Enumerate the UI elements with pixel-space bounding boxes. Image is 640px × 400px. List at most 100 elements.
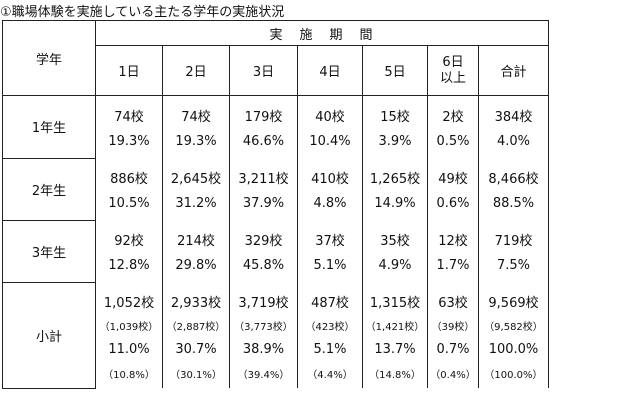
cell: 329校 <box>229 220 298 252</box>
cell: 3,211校 <box>229 158 298 190</box>
cell: 3,719校 <box>229 282 298 314</box>
cell: 88.5% <box>478 190 549 220</box>
cell: 35校 <box>362 220 428 252</box>
cell: 719校 <box>478 220 549 252</box>
row-label: 1年生 <box>2 95 96 159</box>
column-header: 5日 <box>362 45 428 96</box>
title: ①職場体験を実施している主たる学年の実施状況 <box>0 5 285 20</box>
cell: 74校 <box>162 95 230 128</box>
cell: 14.9% <box>362 190 428 220</box>
column-header: 2日 <box>162 45 230 96</box>
cell: 2,933校 <box>162 282 230 314</box>
data-row: 11.0% 30.7% 38.9% 5.1% 13.7% 0.7% 100.0% <box>3 336 549 362</box>
cell: （10.8%） <box>95 362 163 388</box>
data-row: 10.5% 31.2% 37.9% 4.8% 14.9% 0.6% 88.5% <box>3 190 549 220</box>
cell: 1,265校 <box>362 158 428 190</box>
cell: 46.6% <box>229 128 298 158</box>
cell: （1,421校） <box>362 314 428 336</box>
cell: 2,645校 <box>162 158 230 190</box>
cell: 30.7% <box>162 336 230 362</box>
data-row: 小計 1,052校 2,933校 3,719校 487校 1,315校 63校 9,569校 <box>2 281 549 389</box>
cell: （423校） <box>297 314 363 336</box>
header-row: 1日 2日 3日 4日 5日 6日以上 合計 <box>3 45 549 96</box>
cell: 49校 <box>427 158 479 190</box>
cell: 4.0% <box>478 128 549 158</box>
column-label: 3日 <box>252 65 275 80</box>
cell: 1,052校 <box>95 282 163 314</box>
column-header: 3日 <box>229 45 298 96</box>
cell: 7.5% <box>478 252 549 282</box>
cell: 4.8% <box>297 190 363 220</box>
cell: 8,466校 <box>478 158 549 190</box>
cell: 179校 <box>229 95 298 128</box>
cell: （30.1%） <box>162 362 230 388</box>
column-label: 4日 <box>319 65 341 80</box>
cell: 29.8% <box>162 252 230 282</box>
cell: 3.9% <box>362 128 428 158</box>
cell: 92校 <box>95 220 163 252</box>
cell: （4.4%） <box>297 362 363 388</box>
cell: 11.0% <box>95 336 163 362</box>
cell: 37校 <box>297 220 363 252</box>
cell: 12.8% <box>95 252 163 282</box>
data-row: 12.8% 29.8% 45.8% 5.1% 4.9% 1.7% 7.5% <box>3 252 549 282</box>
cell: 384校 <box>478 95 549 128</box>
column-header: 6日以上 <box>427 45 479 96</box>
cell: 40校 <box>297 95 363 128</box>
row-label: 小計 <box>2 281 96 389</box>
cell: 487校 <box>297 282 363 314</box>
cell: 12校 <box>427 220 479 252</box>
cell: 38.9% <box>229 336 298 362</box>
column-label: 6日以上 <box>439 54 466 86</box>
data-row: 3年生 92校 214校 329校 37校 35校 12校 719校 <box>2 219 549 283</box>
cell: 31.2% <box>162 190 230 220</box>
header-row: 学年実 施 期 間 <box>2 20 549 96</box>
cell: 19.3% <box>162 128 230 158</box>
data-row: 19.3% 19.3% 46.6% 10.4% 3.9% 0.5% 4.0% <box>3 128 549 158</box>
cell: 63校 <box>427 282 479 314</box>
cell: （0.4%） <box>427 362 479 388</box>
cell: （39.4%） <box>229 362 298 388</box>
cell: 1,315校 <box>362 282 428 314</box>
column-label: 合計 <box>500 65 527 80</box>
row-label: 2年生 <box>2 157 96 221</box>
column-header: 合計 <box>478 45 549 96</box>
cell: （9,582校） <box>478 314 549 336</box>
column-header: 1日 <box>95 45 163 96</box>
cell: （100.0%） <box>478 362 549 388</box>
row-label: 3年生 <box>2 219 96 283</box>
cell: 0.6% <box>427 190 479 220</box>
cell: （39校） <box>427 314 479 336</box>
column-label: 5日 <box>384 65 406 80</box>
row-header: 学年 <box>2 20 96 96</box>
cell: 100.0% <box>478 336 549 362</box>
data-row: 2年生 886校 2,645校 3,211校 410校 1,265校 49校 8,466校 <box>2 157 549 221</box>
cell: 1.7% <box>427 252 479 282</box>
cell: 45.8% <box>229 252 298 282</box>
cell: 4.9% <box>362 252 428 282</box>
cell: （1,039校） <box>95 314 163 336</box>
cell: 10.5% <box>95 190 163 220</box>
cell: （2,887校） <box>162 314 230 336</box>
cell: 0.7% <box>427 336 479 362</box>
data-row: （10.8%） （30.1%） （39.4%） （4.4%） （14.8%） （0.4%）… <box>3 362 549 388</box>
column-label: 1日 <box>118 65 140 80</box>
cell: 0.5% <box>427 128 479 158</box>
cell: 10.4% <box>297 128 363 158</box>
cell: （3,773校） <box>229 314 298 336</box>
cell: 2校 <box>427 95 479 128</box>
cell: 9,569校 <box>478 282 549 314</box>
cell: 214校 <box>162 220 230 252</box>
cell: 37.9% <box>229 190 298 220</box>
column-header: 4日 <box>297 45 363 96</box>
span-header: 実 施 期 間 <box>95 20 549 46</box>
cell: 5.1% <box>297 252 363 282</box>
cell: 19.3% <box>95 128 163 158</box>
cell: 74校 <box>95 95 163 128</box>
cell: 886校 <box>95 158 163 190</box>
column-label: 2日 <box>185 65 207 80</box>
data-row: （1,039校） （2,887校） （3,773校） （423校） （1,421校） （3… <box>3 314 549 336</box>
cell: 5.1% <box>297 336 363 362</box>
cell: 15校 <box>362 95 428 128</box>
